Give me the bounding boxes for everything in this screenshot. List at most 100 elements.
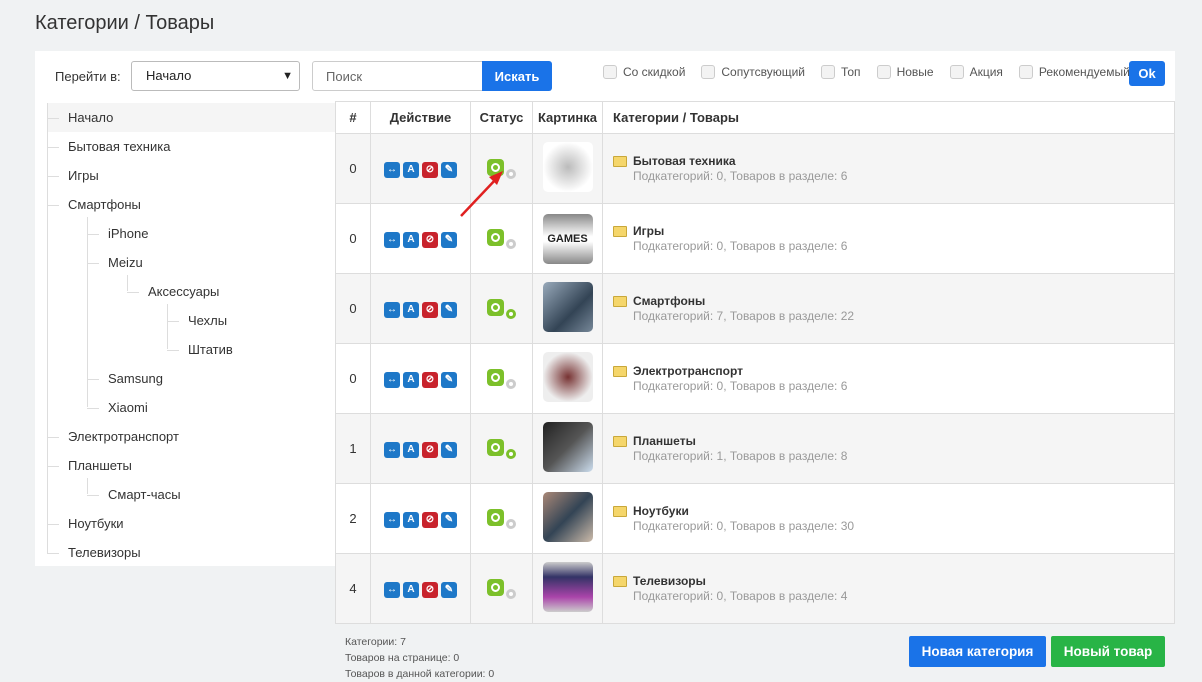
table-row: 4 ↔ A ⊘ ✎ Телевизоры Подкатегорий: 0, Товаров …: [335, 553, 1175, 624]
filter-0[interactable]: Со скидкой: [603, 65, 685, 79]
tree-item[interactable]: Meizu: [108, 255, 143, 270]
stat-categories: Категории: 7: [345, 636, 406, 648]
tree-item[interactable]: Samsung: [108, 371, 163, 386]
category-name: Ноутбуки: [633, 504, 689, 518]
tree-item[interactable]: Планшеты: [68, 458, 132, 473]
secondary-status-icon[interactable]: [506, 448, 516, 459]
move-icon[interactable]: ↔: [384, 581, 400, 598]
filters: Со скидкой Сопутсвующий Топ Новые Акция Реком…: [603, 65, 1146, 79]
copy-icon[interactable]: A: [403, 511, 419, 528]
move-icon[interactable]: ↔: [384, 441, 400, 458]
filter-5[interactable]: Рекомендуемый: [1018, 65, 1130, 79]
search-input[interactable]: [312, 61, 483, 91]
tree-item[interactable]: Чехлы: [188, 313, 228, 328]
category-link[interactable]: Бытовая техника: [613, 154, 1174, 168]
secondary-status-icon[interactable]: [506, 378, 516, 389]
secondary-status-icon[interactable]: [506, 308, 516, 319]
tree-item[interactable]: Аксессуары: [148, 284, 220, 299]
new-category-button[interactable]: Новая категория: [909, 636, 1046, 667]
ok-button[interactable]: Ok: [1129, 61, 1165, 86]
row-number: 0: [335, 273, 371, 344]
delete-icon[interactable]: ⊘: [422, 161, 438, 178]
copy-icon[interactable]: A: [403, 161, 419, 178]
table-row: 1 ↔ A ⊘ ✎ Планшеты Подкатегорий: 1, Товаров в …: [335, 413, 1175, 484]
copy-icon[interactable]: A: [403, 371, 419, 388]
move-icon[interactable]: ↔: [384, 371, 400, 388]
edit-icon[interactable]: ✎: [441, 371, 457, 388]
copy-icon[interactable]: A: [403, 581, 419, 598]
edit-icon[interactable]: ✎: [441, 581, 457, 598]
category-name: Электротранспорт: [633, 364, 744, 378]
stat-products-category: Товаров в данной категории: 0: [345, 668, 495, 680]
tree-item[interactable]: Xiaomi: [108, 400, 148, 415]
category-link[interactable]: Ноутбуки: [613, 504, 1174, 518]
folder-icon: [613, 295, 627, 307]
category-link[interactable]: Смартфоны: [613, 294, 1174, 308]
secondary-status-icon[interactable]: [506, 168, 516, 179]
secondary-status-icon[interactable]: [506, 518, 516, 529]
copy-icon[interactable]: A: [403, 441, 419, 458]
goto-select[interactable]: Начало ▼: [131, 61, 300, 91]
category-link[interactable]: Планшеты: [613, 434, 1174, 448]
edit-icon[interactable]: ✎: [441, 301, 457, 318]
filter-1[interactable]: Сопутсвующий: [701, 65, 805, 79]
filter-4[interactable]: Акция: [949, 65, 1003, 79]
checkbox[interactable]: [1018, 65, 1033, 79]
tree-item[interactable]: iPhone: [108, 226, 149, 241]
tree-item[interactable]: Начало: [68, 110, 114, 125]
checkbox[interactable]: [949, 65, 964, 79]
delete-icon[interactable]: ⊘: [422, 231, 438, 248]
tree-item[interactable]: Ноутбуки: [68, 516, 124, 531]
delete-icon[interactable]: ⊘: [422, 301, 438, 318]
category-image: GAMES: [542, 213, 593, 264]
status-toggle-icon[interactable]: [487, 578, 504, 596]
move-icon[interactable]: ↔: [384, 301, 400, 318]
category-link[interactable]: Игры: [613, 224, 1174, 238]
status-toggle-icon[interactable]: [487, 438, 504, 456]
checkbox[interactable]: [603, 65, 617, 79]
status-toggle-icon[interactable]: [487, 298, 504, 316]
status-toggle-icon[interactable]: [487, 158, 504, 176]
category-info: Подкатегорий: 7, Товаров в разделе: 22: [633, 309, 855, 323]
filter-2[interactable]: Топ: [820, 65, 861, 79]
category-link[interactable]: Телевизоры: [613, 574, 1174, 588]
move-icon[interactable]: ↔: [384, 231, 400, 248]
status-toggle-icon[interactable]: [487, 368, 504, 386]
delete-icon[interactable]: ⊘: [422, 441, 438, 458]
edit-icon[interactable]: ✎: [441, 161, 457, 178]
tree-item[interactable]: Телевизоры: [68, 545, 141, 560]
search-button[interactable]: Искать: [482, 61, 552, 91]
tree-item[interactable]: Игры: [68, 168, 99, 183]
tree-item[interactable]: Бытовая техника: [68, 139, 171, 154]
copy-icon[interactable]: A: [403, 301, 419, 318]
delete-icon[interactable]: ⊘: [422, 581, 438, 598]
checkbox[interactable]: [701, 65, 716, 79]
tree-item[interactable]: Смарт-часы: [108, 487, 181, 502]
category-name: Бытовая техника: [633, 154, 736, 168]
tree-item[interactable]: Электротранспорт: [68, 429, 179, 444]
tree-item[interactable]: Штатив: [188, 342, 233, 357]
edit-icon[interactable]: ✎: [441, 441, 457, 458]
table-row: 0 ↔ A ⊘ ✎ Бытовая техника Подкатегорий: 0, Тов…: [335, 133, 1175, 204]
filter-3[interactable]: Новые: [876, 65, 934, 79]
table-row: 0 ↔ A ⊘ ✎ Электротранспорт Подкатегорий: 0, То…: [335, 343, 1175, 414]
row-number: 0: [335, 203, 371, 274]
new-product-button[interactable]: Новый товар: [1051, 636, 1165, 667]
move-icon[interactable]: ↔: [384, 511, 400, 528]
secondary-status-icon[interactable]: [506, 238, 516, 249]
edit-icon[interactable]: ✎: [441, 231, 457, 248]
secondary-status-icon[interactable]: [506, 588, 516, 599]
edit-icon[interactable]: ✎: [441, 511, 457, 528]
checkbox[interactable]: [876, 65, 891, 79]
checkbox[interactable]: [820, 65, 835, 79]
page-title: Категории / Товары: [35, 12, 215, 34]
category-link[interactable]: Электротранспорт: [613, 364, 1174, 378]
status-toggle-icon[interactable]: [487, 508, 504, 526]
move-icon[interactable]: ↔: [384, 161, 400, 178]
copy-icon[interactable]: A: [403, 231, 419, 248]
delete-icon[interactable]: ⊘: [422, 511, 438, 528]
status-toggle-icon[interactable]: [487, 228, 504, 246]
category-info: Подкатегорий: 0, Товаров в разделе: 6: [633, 379, 848, 393]
delete-icon[interactable]: ⊘: [422, 371, 438, 388]
tree-item[interactable]: Смартфоны: [68, 197, 141, 212]
